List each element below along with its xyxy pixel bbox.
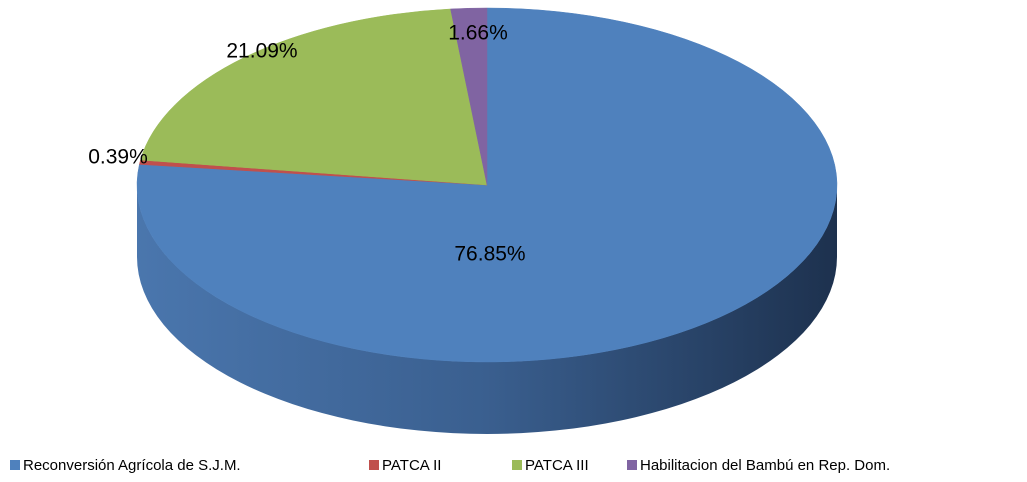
data-label: 1.66% (448, 22, 508, 45)
pie-slice (450, 7, 488, 186)
legend-swatch (10, 460, 20, 470)
data-label: 21.09% (226, 40, 297, 63)
legend-label: PATCA III (525, 457, 589, 474)
legend-swatch (369, 460, 379, 470)
data-label: 0.39% (88, 146, 148, 169)
data-label: 76.85% (454, 243, 525, 266)
pie-side (137, 185, 837, 434)
legend-swatch (512, 460, 522, 470)
legend-label: Reconversión Agrícola de S.J.M. (23, 457, 241, 474)
pie-slice (140, 8, 488, 186)
legend-swatch (627, 460, 637, 470)
legend-label: Habilitacion del Bambú en Rep. Dom. (640, 457, 890, 474)
legend-label: PATCA II (382, 457, 441, 474)
